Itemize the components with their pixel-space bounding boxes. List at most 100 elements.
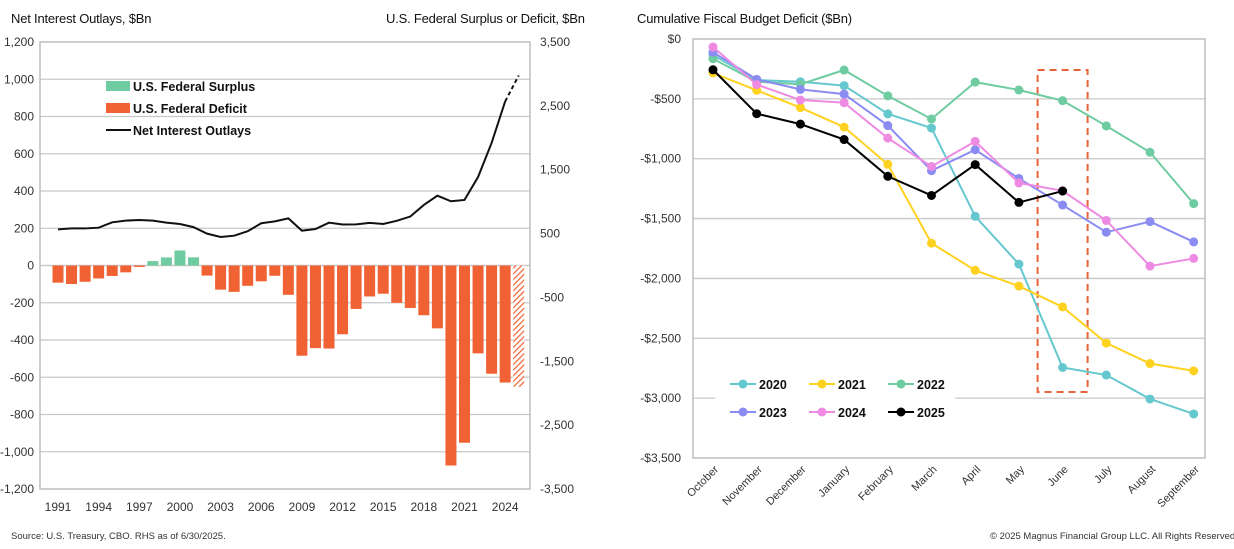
data-point-2022: [1145, 147, 1155, 157]
legend-label-2022: 2022: [917, 378, 945, 392]
legend-marker-2020: [738, 379, 748, 389]
plot-frame: [39, 41, 531, 490]
data-point-2020: [1189, 409, 1199, 419]
data-point-2024: [1058, 186, 1068, 196]
y-tick-left: -200: [10, 296, 34, 310]
deficit-bar: [66, 265, 78, 285]
data-point-2022: [927, 114, 936, 124]
x-tick: 2006: [248, 500, 275, 514]
y-tick-right: -3,500: [540, 482, 574, 496]
data-point-2021: [883, 159, 893, 169]
data-point-2020: [708, 50, 718, 60]
data-point-2024: [970, 136, 980, 146]
legend-deficit-swatch: [106, 103, 130, 113]
deficit-bar: [93, 265, 105, 279]
data-point-2021: [927, 238, 936, 248]
y-tick-left: -1,000: [0, 445, 34, 459]
net-interest-projected-line: [504, 75, 520, 102]
data-point-2020: [752, 75, 762, 85]
data-point-2020: [1101, 370, 1111, 380]
y-tick-left: 800: [14, 110, 34, 124]
x-tick: November: [720, 463, 765, 508]
data-point-2022: [883, 91, 893, 101]
data-point-2025: [1014, 197, 1024, 207]
data-point-2021: [1014, 281, 1024, 291]
deficit-bar: [269, 265, 281, 276]
series-line-2025: [712, 69, 1063, 204]
series-line-2022: [712, 57, 1195, 205]
legend-label-2024: 2024: [838, 406, 866, 420]
series-line-2023: [712, 51, 1195, 243]
deficit-bar: [242, 265, 254, 286]
right-chart-title: Cumulative Fiscal Budget Deficit ($Bn): [637, 11, 852, 26]
deficit-bar: [364, 265, 376, 297]
x-tick: 2018: [410, 500, 437, 514]
data-point-2023: [927, 166, 936, 176]
y-tick-left: 0: [27, 259, 34, 273]
data-point-2022: [1189, 199, 1199, 209]
deficit-bar: [337, 265, 349, 335]
data-point-2023: [708, 47, 718, 57]
data-point-2023: [1014, 173, 1024, 183]
deficit-bar: [418, 265, 430, 316]
deficit-bar: [391, 265, 403, 303]
data-point-2020: [1014, 259, 1024, 269]
y-tick: -$1,500: [640, 212, 681, 226]
data-point-2021: [1145, 359, 1155, 369]
y-tick: $0: [668, 32, 682, 46]
legend-marker-2023: [738, 407, 748, 417]
y-tick-left: 600: [14, 147, 34, 161]
data-point-2024: [1014, 178, 1024, 188]
x-tick: 2024: [492, 500, 519, 514]
y-tick: -$1,000: [640, 152, 681, 166]
data-point-2025: [883, 171, 893, 181]
data-point-2021: [970, 265, 980, 275]
data-point-2022: [752, 77, 762, 87]
deficit-bar: [459, 265, 470, 443]
legend-label-2025: 2025: [917, 406, 945, 420]
data-point-2023: [1101, 227, 1111, 237]
legend-marker-2021: [817, 379, 827, 389]
y-tick-left: 200: [14, 221, 34, 235]
data-point-2023: [1189, 237, 1199, 247]
series-2025: [708, 65, 1068, 207]
deficit-bar: [404, 265, 416, 308]
data-point-2020: [839, 81, 849, 91]
legend-interest-label: Net Interest Outlays: [133, 124, 251, 138]
data-point-2024: [752, 80, 762, 90]
series-2024: [708, 42, 1199, 271]
surplus-bar: [147, 261, 159, 266]
deficit-bar: [377, 265, 389, 294]
data-point-2025: [795, 119, 805, 129]
series-line-2024: [712, 46, 1194, 268]
deficit-bar: [445, 265, 457, 466]
legend-marker-2025: [896, 407, 906, 417]
legend-surplus-swatch: [106, 81, 130, 91]
data-point-2022: [1058, 96, 1068, 106]
deficit-bar: [350, 265, 362, 309]
deficit-bar: [228, 265, 240, 292]
data-point-2024: [708, 42, 718, 52]
data-point-2024: [795, 95, 805, 105]
data-point-2023: [1145, 217, 1155, 227]
series-2022: [708, 54, 1199, 209]
data-point-2020: [795, 77, 805, 87]
data-point-2024: [883, 133, 893, 143]
data-point-2021: [1058, 302, 1068, 312]
source-note: Source: U.S. Treasury, CBO. RHS as of 6/…: [11, 531, 226, 542]
left-chart-title-left: Net Interest Outlays, $Bn: [11, 11, 152, 26]
data-point-2024: [927, 161, 936, 171]
series-2020: [708, 50, 1199, 419]
surplus-bar: [188, 257, 199, 266]
data-point-2025: [839, 135, 849, 145]
x-tick: October: [685, 463, 721, 499]
data-point-2023: [839, 89, 849, 99]
y-tick-left: 1,000: [4, 72, 34, 86]
data-point-2021: [708, 68, 718, 78]
x-tick: 2012: [329, 500, 356, 514]
data-point-2021: [795, 103, 805, 113]
data-point-2021: [1189, 366, 1199, 376]
series-2021: [708, 68, 1199, 376]
data-point-2025: [708, 65, 718, 75]
data-point-2022: [970, 77, 980, 87]
